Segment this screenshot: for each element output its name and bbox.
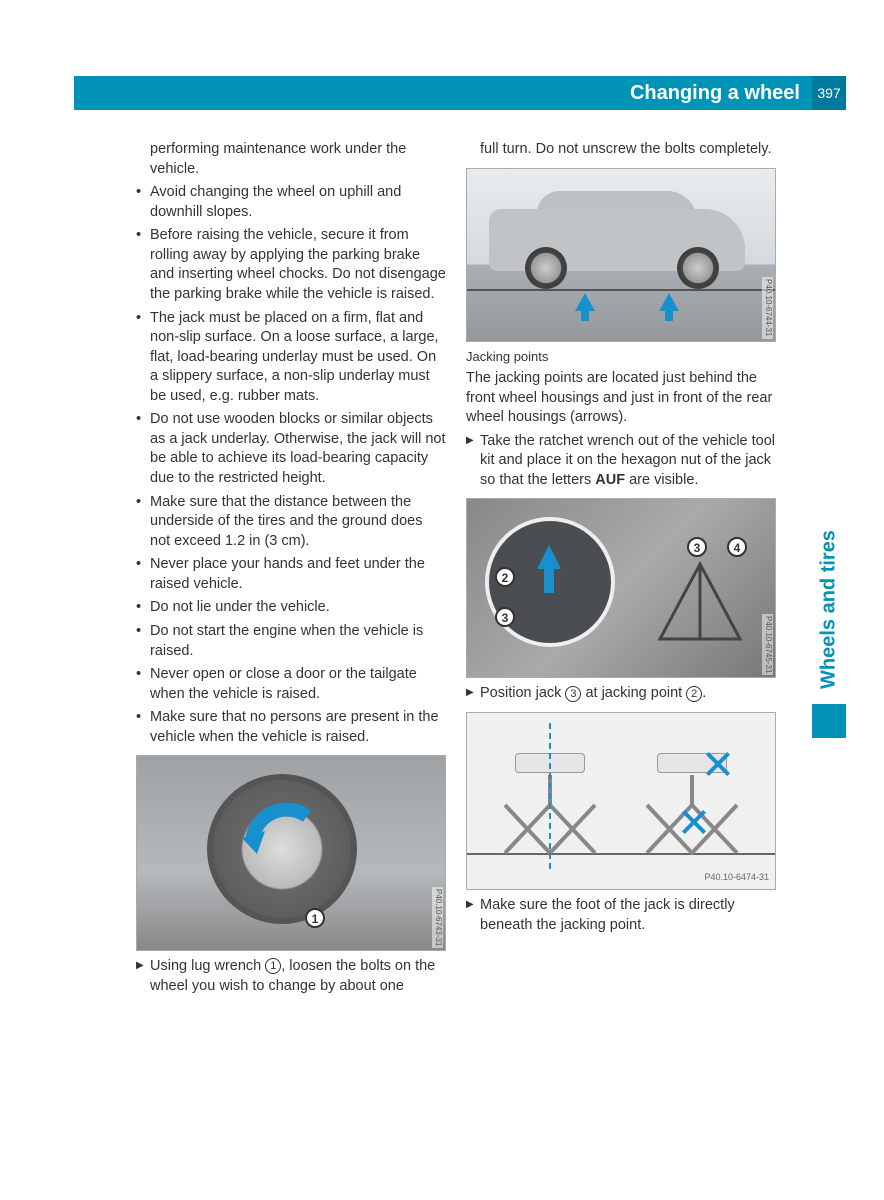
list-item: Never open or close a door or the tailga… xyxy=(136,665,446,704)
jacking-points-paragraph: The jacking points are located just behi… xyxy=(466,369,776,428)
ground-line xyxy=(467,289,775,291)
list-item: The jack must be placed on a firm, flat … xyxy=(136,309,446,407)
list-item: Do not lie under the vehicle. xyxy=(136,598,446,618)
figure-reference: P40.10-6743-31 xyxy=(432,887,443,948)
figure-jacking-points: P40.10-6744-31 xyxy=(466,168,776,342)
figure-caption: Jacking points xyxy=(466,348,776,366)
action-text-post: . xyxy=(702,685,706,701)
content-area: performing maintenance work under the ve… xyxy=(136,140,776,1000)
up-arrow-icon xyxy=(575,293,595,311)
list-item: Avoid changing the wheel on uphill and d… xyxy=(136,183,446,222)
list-item: Never place your hands and feet under th… xyxy=(136,555,446,594)
circled-number: 1 xyxy=(265,958,281,974)
incorrect-x-icon xyxy=(681,809,707,835)
list-item: Do not use wooden blocks or similar obje… xyxy=(136,410,446,488)
list-item: Do not start the engine when the vehicle… xyxy=(136,622,446,661)
action-step: Make sure the foot of the jack is direct… xyxy=(466,896,776,935)
action-text-pre: Position jack xyxy=(480,685,565,701)
action-text-pre: Using lug wrench xyxy=(150,958,265,974)
action-text-post: are visible. xyxy=(625,472,698,488)
page-title: Changing a wheel xyxy=(630,82,800,105)
callout-marker-3: 3 xyxy=(687,537,707,557)
list-item: Before raising the vehicle, secure it fr… xyxy=(136,226,446,304)
header-bar: Changing a wheel xyxy=(74,76,812,110)
rotation-arrow-icon xyxy=(237,796,327,886)
safety-bullet-list: Avoid changing the wheel on uphill and d… xyxy=(136,183,446,747)
action-text-mid: at jacking point xyxy=(581,685,686,701)
front-wheel-graphic xyxy=(525,247,567,289)
callout-marker-1: 1 xyxy=(305,908,325,928)
figure-jack-positioning: 2 3 3 4 P40.10-6745-31 xyxy=(466,498,776,678)
up-arrow-icon xyxy=(659,293,679,311)
intro-continuation: performing maintenance work under the ve… xyxy=(136,140,446,179)
up-arrow-icon xyxy=(537,545,561,569)
section-tab-marker xyxy=(812,704,846,738)
circled-number: 3 xyxy=(565,686,581,702)
figure-lug-wrench: 1 P40.10-6743-31 xyxy=(136,755,446,951)
centerline-indicator xyxy=(549,723,551,869)
jack-graphic xyxy=(655,559,745,649)
rear-wheel-graphic xyxy=(677,247,719,289)
section-tab-label: Wheels and tires xyxy=(812,520,846,700)
left-column: performing maintenance work under the ve… xyxy=(136,140,446,1000)
page-number: 397 xyxy=(812,76,846,110)
action-step: Take the ratchet wrench out of the vehic… xyxy=(466,432,776,491)
circled-number: 2 xyxy=(686,686,702,702)
callout-marker-4: 4 xyxy=(727,537,747,557)
action-step: Position jack 3 at jacking point 2. xyxy=(466,684,776,704)
figure-reference: P40.10-6745-31 xyxy=(762,614,773,675)
incorrect-x-icon xyxy=(705,751,731,777)
list-item: Make sure that the distance between the … xyxy=(136,493,446,552)
right-column: full turn. Do not unscrew the bolts comp… xyxy=(466,140,776,1000)
continuation-text: full turn. Do not unscrew the bolts comp… xyxy=(466,140,776,160)
figure-reference: P40.10-6474-31 xyxy=(704,871,769,883)
figure-reference: P40.10-6744-31 xyxy=(762,277,773,338)
list-item: Make sure that no persons are present in… xyxy=(136,708,446,747)
figure-jack-alignment: P40.10-6474-31 xyxy=(466,712,776,890)
bold-label: AUF xyxy=(595,472,625,488)
action-step: Using lug wrench 1, loosen the bolts on … xyxy=(136,957,446,996)
